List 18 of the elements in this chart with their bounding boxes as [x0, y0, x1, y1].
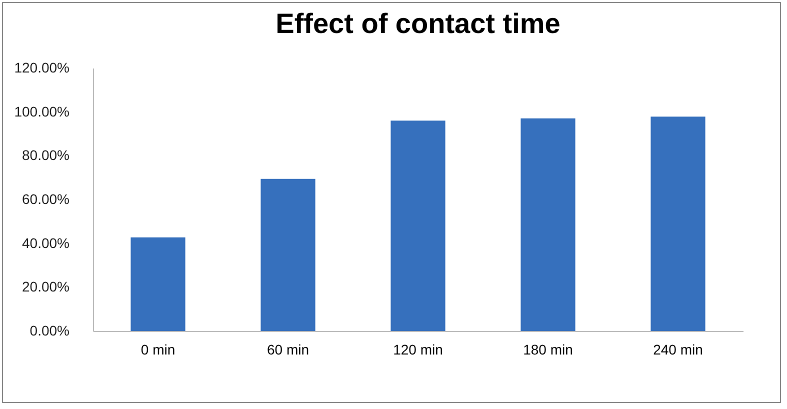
bar	[260, 178, 316, 331]
x-tick-label: 240 min	[653, 342, 703, 358]
y-tick-label: 40.00%	[22, 234, 70, 251]
bar	[390, 120, 446, 331]
x-tick-label: 0 min	[140, 342, 176, 358]
y-tick-label: 20.00%	[22, 278, 70, 295]
chart-title: Effect of contact time	[276, 8, 560, 39]
y-tick-label: 80.00%	[22, 147, 70, 164]
bar	[650, 116, 706, 331]
x-tick-label: 60 min	[266, 342, 310, 358]
x-tick-label: 180 min	[523, 342, 573, 358]
x-tick-label: 120 min	[393, 342, 443, 358]
bar	[520, 118, 576, 331]
y-tick-label: 60.00%	[22, 191, 70, 207]
y-tick-label: 0.00%	[30, 322, 70, 338]
y-tick-label: 100.00%	[14, 103, 70, 120]
y-tick-label: 120.00%	[14, 60, 70, 76]
bar	[130, 237, 186, 331]
